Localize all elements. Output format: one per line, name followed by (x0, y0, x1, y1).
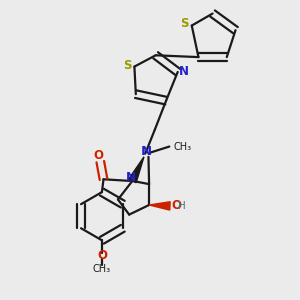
Text: CH₃: CH₃ (173, 142, 191, 152)
Text: S: S (180, 17, 189, 31)
Polygon shape (129, 157, 144, 183)
Text: N: N (126, 170, 136, 184)
Text: CH₃: CH₃ (93, 264, 111, 274)
Text: H: H (178, 201, 186, 211)
Polygon shape (149, 202, 170, 210)
Text: N: N (178, 65, 188, 78)
Text: O: O (94, 149, 104, 162)
Text: N: N (140, 146, 152, 158)
Text: O: O (97, 249, 107, 262)
Text: O: O (172, 200, 182, 212)
Text: S: S (123, 59, 132, 72)
